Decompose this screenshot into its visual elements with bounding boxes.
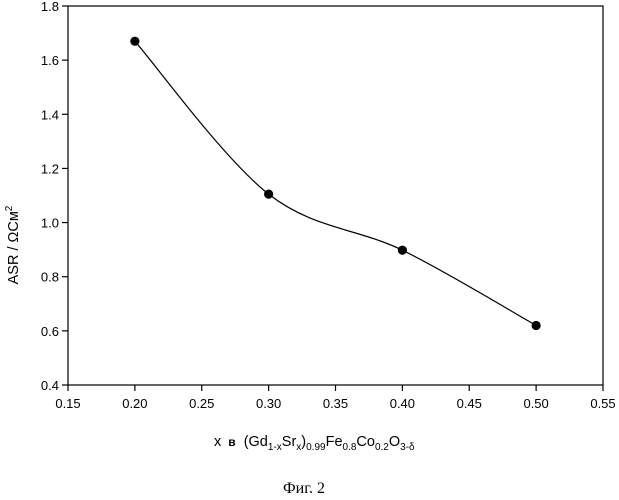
y-tick-label: 1.0: [41, 216, 59, 231]
y-tick-label: 0.8: [41, 270, 59, 285]
plot-frame: [68, 6, 603, 385]
x-tick-label: 0.55: [590, 396, 615, 411]
x-tick-label: 0.15: [55, 396, 80, 411]
x-tick-label: 0.40: [390, 396, 415, 411]
data-point: [532, 321, 541, 330]
axis-tick-labels: 0.15 0.20 0.25 0.30 0.35 0.40 0.45 0.50 0.55 0.4 0…: [41, 0, 616, 411]
x-tick-label: 0.50: [523, 396, 548, 411]
x-tick-label: 0.25: [189, 396, 214, 411]
data-point: [398, 246, 407, 255]
series-line: [135, 41, 536, 325]
x-tick-label: 0.45: [457, 396, 482, 411]
y-tick-label: 0.4: [41, 378, 59, 393]
figure-caption: Фиг. 2: [283, 480, 325, 497]
y-tick-label: 1.4: [41, 107, 59, 122]
y-tick-label: 1.2: [41, 161, 59, 176]
x-tick-label: 0.35: [323, 396, 348, 411]
x-axis-title: x в (Gd1-xSrx)0.99Fe0.8Co0.2O3-δ: [214, 434, 415, 453]
y-tick-label: 1.8: [41, 0, 59, 14]
y-tick-label: 0.6: [41, 324, 59, 339]
data-point: [264, 190, 273, 199]
y-axis-title: ASR / ΩСм2: [4, 205, 22, 284]
x-tick-label: 0.20: [122, 396, 147, 411]
data-points: [130, 37, 540, 330]
data-point: [130, 37, 139, 46]
axis-ticks: [62, 6, 603, 391]
y-tick-label: 1.6: [41, 53, 59, 68]
x-tick-label: 0.30: [256, 396, 281, 411]
